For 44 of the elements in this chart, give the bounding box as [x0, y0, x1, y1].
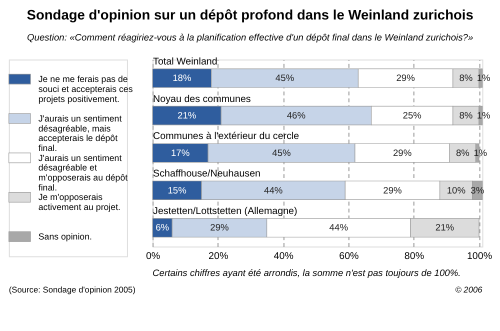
x-tick-label: 0%	[146, 250, 160, 262]
text: (Source: Sondage d'opinion 2005)	[8, 284, 136, 295]
data-label: 8%	[459, 73, 473, 84]
data-label: 15%	[168, 185, 186, 196]
legend-label: Sans opinion.	[38, 232, 92, 242]
y-tick-label: Schaffhouse/Neuhausen	[153, 168, 261, 180]
data-label: 1%	[474, 148, 488, 158]
data-label: 1%	[476, 73, 490, 84]
legend-label: J'aurais un sentiment désagréable, mais accepterais le dépôt final.	[38, 113, 122, 153]
chart-subtitle: Question: «Comment réagiriez-vous à la planification effective d'un dépôt final dans le Weinland zurichois?»	[26, 32, 474, 42]
data-label: 29%	[392, 148, 412, 158]
x-tick-label: 20%	[208, 250, 228, 262]
data-label: 10%	[446, 185, 466, 196]
data-label: 29%	[383, 185, 402, 196]
data-label: 46%	[286, 110, 306, 121]
data-label: 25%	[402, 110, 422, 121]
text: © 2006	[455, 284, 483, 295]
data-label: 45%	[275, 73, 294, 84]
data-label: 6%	[156, 222, 170, 233]
legend-label: Je m'opposerais activement au projet.	[38, 192, 120, 212]
data-label: 18%	[172, 73, 192, 84]
x-tick-label: 40%	[274, 250, 294, 262]
data-label: 17%	[170, 148, 190, 158]
legend-label: Je ne me ferais pas de souci et accepterais ces projets positivement.	[38, 74, 134, 104]
data-label: 45%	[272, 148, 291, 158]
data-label: 29%	[396, 73, 415, 84]
x-tick-label: 100%	[466, 250, 492, 262]
data-label: 21%	[177, 110, 196, 121]
y-tick-label: Total Weinland	[153, 56, 218, 68]
x-tick-label: 80%	[404, 250, 424, 262]
data-label: 8%	[459, 110, 473, 121]
x-tick-label: 60%	[339, 250, 360, 262]
text: Certains chiffres ayant été arrondis, la somme n'est pas toujours de 100%.	[152, 268, 461, 278]
data-label: 1%	[476, 110, 490, 121]
data-label: 8%	[456, 148, 470, 158]
data-label: 21%	[435, 222, 454, 233]
chart-title: Sondage d'opinion sur un dépôt profond dans le Weinland zurichois	[26, 8, 474, 23]
data-label: 29%	[210, 222, 229, 233]
legend-label: J'aurais un sentiment désagréable et m'opposerais au dépôt final.	[38, 152, 128, 192]
y-tick-label: Communes à l'extérieur du cercle	[153, 131, 300, 142]
y-tick-label: Jestetten/Lottstetten (Allemagne)	[153, 206, 298, 217]
y-tick-label: Noyau des communes	[153, 94, 251, 105]
data-label: 44%	[329, 222, 348, 233]
data-label: 44%	[264, 185, 283, 196]
